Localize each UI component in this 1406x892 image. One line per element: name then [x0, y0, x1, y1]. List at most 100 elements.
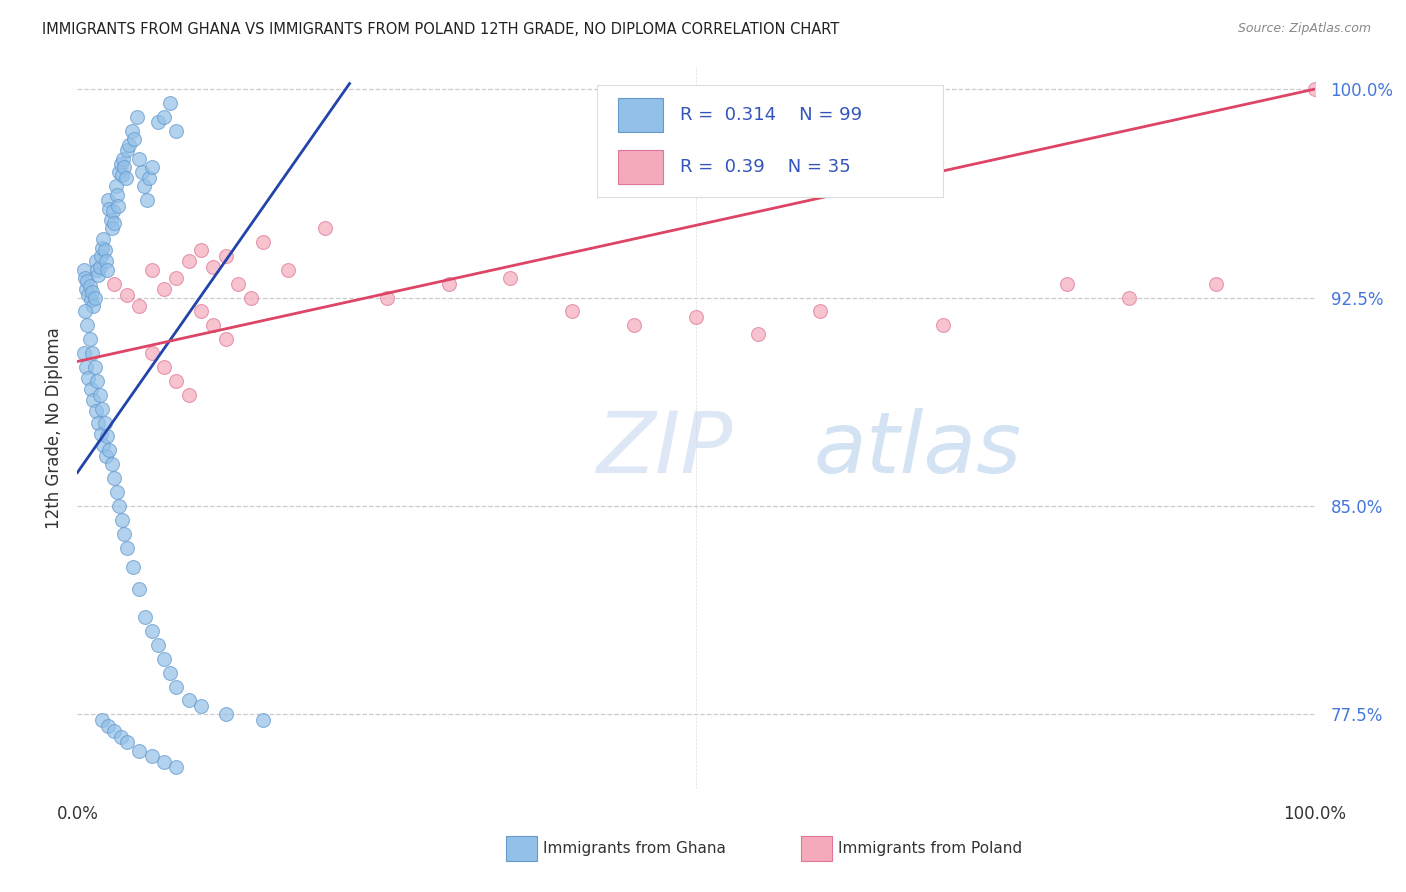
Point — [115, 287, 138, 301]
Point — [91, 232, 114, 246]
Point — [84, 404, 107, 418]
Point — [499, 271, 522, 285]
Point — [98, 202, 121, 216]
Point — [1056, 277, 1078, 291]
Point — [131, 165, 153, 179]
Point — [159, 95, 181, 110]
Text: Immigrants from Poland: Immigrants from Poland — [838, 841, 1022, 855]
Point — [128, 743, 150, 757]
Point — [100, 212, 122, 227]
Point — [1205, 277, 1227, 291]
Point — [91, 401, 114, 416]
Point — [107, 199, 129, 213]
Point — [141, 624, 163, 638]
Point — [190, 304, 212, 318]
Point — [80, 382, 103, 396]
Point — [190, 244, 212, 258]
Point — [93, 416, 115, 430]
Point — [82, 285, 104, 299]
Point — [165, 271, 187, 285]
Point — [128, 582, 150, 597]
Point — [121, 124, 143, 138]
Point — [118, 137, 141, 152]
Point — [808, 304, 831, 318]
Point — [110, 157, 132, 171]
Point — [90, 249, 112, 263]
Point — [103, 204, 125, 219]
Text: atlas: atlas — [814, 409, 1022, 491]
Point — [165, 680, 187, 694]
Point — [135, 194, 157, 208]
Point — [122, 560, 145, 574]
Point — [87, 416, 110, 430]
Point — [97, 718, 120, 732]
Point — [159, 665, 181, 680]
Point — [89, 260, 111, 274]
Point — [94, 449, 117, 463]
Point — [76, 318, 98, 333]
Point — [134, 179, 156, 194]
Point — [125, 110, 148, 124]
Point — [89, 388, 111, 402]
Point — [91, 713, 114, 727]
Point — [747, 326, 769, 341]
Point — [86, 262, 108, 277]
Point — [177, 254, 200, 268]
Point — [75, 359, 97, 374]
Point — [96, 429, 118, 443]
Point — [215, 707, 238, 722]
Point — [101, 221, 124, 235]
Point — [112, 526, 135, 541]
Point — [105, 485, 128, 500]
Point — [79, 332, 101, 346]
Point — [932, 318, 955, 333]
Point — [165, 374, 187, 388]
Point — [103, 215, 125, 229]
Point — [87, 268, 110, 283]
Point — [86, 374, 108, 388]
Point — [314, 221, 336, 235]
Point — [101, 457, 124, 471]
Point — [110, 730, 132, 744]
Point — [375, 291, 398, 305]
Text: Immigrants from Ghana: Immigrants from Ghana — [543, 841, 725, 855]
Point — [108, 165, 131, 179]
Point — [146, 115, 169, 129]
Point — [79, 279, 101, 293]
Point — [91, 240, 114, 254]
Point — [252, 235, 274, 249]
Point — [72, 346, 94, 360]
Point — [134, 610, 156, 624]
Point — [128, 152, 150, 166]
Point — [108, 499, 131, 513]
Point — [141, 749, 163, 764]
Point — [83, 359, 105, 374]
Point — [141, 160, 163, 174]
Point — [561, 304, 583, 318]
Point — [153, 282, 176, 296]
Point — [103, 724, 125, 739]
Point — [77, 371, 100, 385]
Y-axis label: 12th Grade, No Diploma: 12th Grade, No Diploma — [45, 327, 63, 529]
Point — [80, 293, 103, 308]
Point — [112, 152, 135, 166]
Point — [165, 760, 187, 774]
Point — [128, 299, 150, 313]
Point — [177, 693, 200, 707]
Point — [146, 638, 169, 652]
Point — [112, 160, 135, 174]
Point — [90, 426, 112, 441]
Point — [623, 318, 645, 333]
Point — [93, 244, 115, 258]
Point — [115, 143, 138, 157]
Point — [226, 277, 249, 291]
Point — [84, 254, 107, 268]
Point — [165, 124, 187, 138]
Point — [141, 262, 163, 277]
Point — [103, 277, 125, 291]
Point — [72, 262, 94, 277]
Point — [103, 471, 125, 485]
Point — [153, 755, 176, 769]
Point — [202, 318, 225, 333]
Point — [98, 443, 121, 458]
